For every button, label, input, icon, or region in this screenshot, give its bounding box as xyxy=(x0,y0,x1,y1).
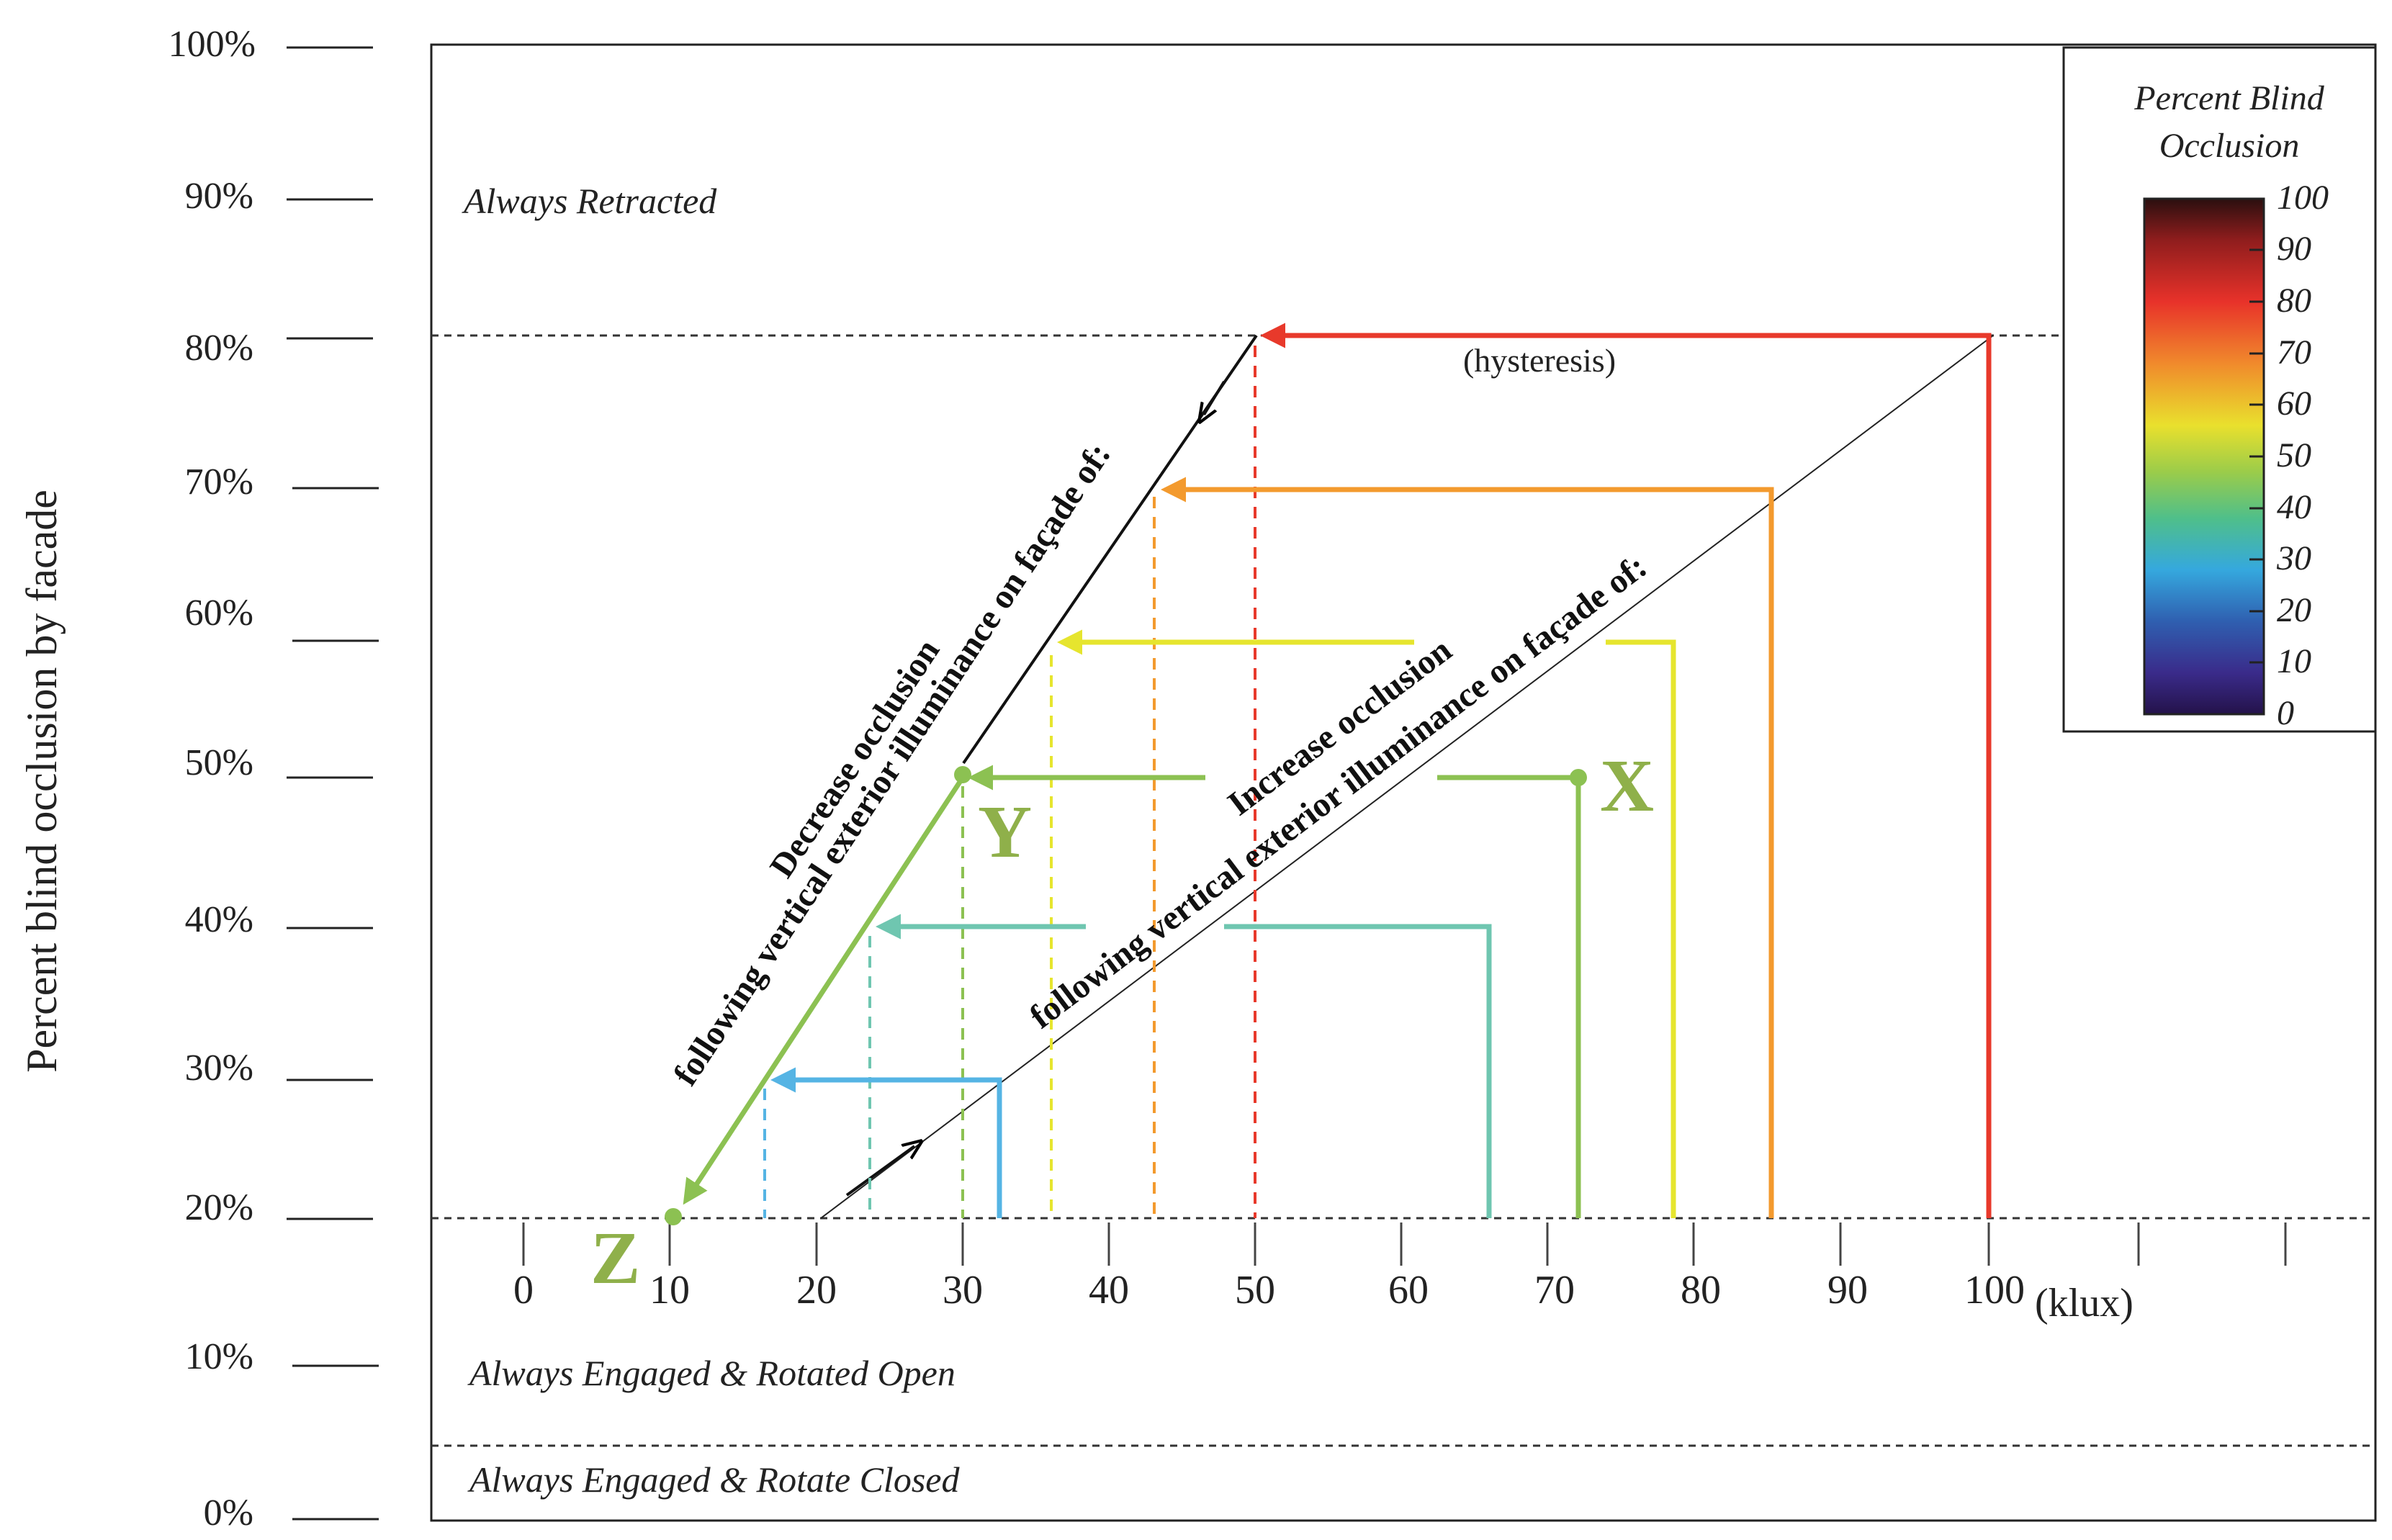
y-tick-label: 100% xyxy=(168,24,256,65)
point-z-label: Z xyxy=(590,1217,640,1300)
point-x-marker xyxy=(1570,769,1587,786)
increase-occlusion-subtitle: following vertical exterior illuminance … xyxy=(1022,547,1654,1036)
legend-tick-label: 60 xyxy=(2277,384,2311,423)
green-descent-path xyxy=(683,776,965,1205)
y-tick-label: 70% xyxy=(185,461,253,503)
point-z-marker xyxy=(665,1208,682,1225)
zone-always-retracted: Always Retracted xyxy=(462,181,717,221)
hysteresis-label: (hysteresis) xyxy=(1463,342,1616,379)
increase-direction-arrow xyxy=(845,1146,914,1197)
x-tick-label: 20 xyxy=(796,1268,837,1312)
x-tick-label: 10 xyxy=(649,1268,690,1312)
y-tick-label: 20% xyxy=(185,1187,253,1228)
yellow-path-right xyxy=(1606,639,1676,1218)
x-tick-label: 100 xyxy=(1964,1268,2025,1312)
x-tick-labels: 0 10 20 30 40 50 60 70 80 90 100 xyxy=(513,1268,2025,1312)
y-tick-label: 30% xyxy=(185,1048,253,1089)
y-tick-labels: 100% 90% 80% 70% 60% 50% 40% 30% 20% 10%… xyxy=(168,24,256,1534)
legend-tick-labels: 100 90 80 70 60 50 40 30 20 10 0 xyxy=(2276,179,2329,732)
x-tick-label: 80 xyxy=(1681,1268,1721,1312)
x-axis-ticks xyxy=(522,1222,2287,1266)
legend-tick-label: 20 xyxy=(2277,591,2311,629)
legend-tick-label: 0 xyxy=(2277,694,2294,732)
point-x-label: X xyxy=(1600,744,1654,827)
x-tick-label: 30 xyxy=(943,1268,983,1312)
decrease-direction-arrow xyxy=(1204,380,1226,415)
legend-tick-label: 80 xyxy=(2277,282,2311,320)
y-tick-label: 10% xyxy=(185,1336,253,1377)
x-tick-label: 60 xyxy=(1388,1268,1429,1312)
point-y-label: Y xyxy=(978,791,1032,873)
y-tick-label: 50% xyxy=(185,742,253,783)
y-tick-label: 0% xyxy=(204,1492,253,1534)
zone-engaged-closed: Always Engaged & Rotate Closed xyxy=(467,1459,960,1500)
green-path-right xyxy=(1437,775,1581,1218)
hysteresis-paths xyxy=(683,323,1992,1218)
x-tick-label: 0 xyxy=(513,1268,534,1312)
y-tick-label: 60% xyxy=(185,593,253,634)
y-axis-label: Percent blind occlusion by facade xyxy=(18,490,66,1073)
legend-tick-label: 10 xyxy=(2277,642,2311,680)
legend: Percent Blind Occlusion 100 90 80 70 60 … xyxy=(2062,46,2377,733)
point-y-marker xyxy=(954,766,971,783)
legend-color-bar xyxy=(2143,197,2265,716)
legend-tick-label: 40 xyxy=(2277,488,2311,526)
legend-tick-label: 30 xyxy=(2276,539,2311,577)
x-tick-label: 90 xyxy=(1827,1268,1868,1312)
x-tick-label: 50 xyxy=(1235,1268,1275,1312)
y-tick-label: 80% xyxy=(185,328,253,369)
legend-tick-label: 100 xyxy=(2277,179,2329,217)
y-tick-label: 40% xyxy=(185,899,253,940)
legend-tick-marks xyxy=(2249,197,2264,716)
increase-threshold-line xyxy=(820,335,1994,1219)
red-path xyxy=(1260,323,1992,1218)
blue-path xyxy=(770,1067,1002,1218)
x-tick-label: 70 xyxy=(1534,1268,1575,1312)
teal-path-right xyxy=(1224,924,1492,1218)
legend-tick-label: 50 xyxy=(2277,436,2311,474)
legend-tick-label: 70 xyxy=(2277,333,2311,372)
zone-engaged-open: Always Engaged & Rotated Open xyxy=(467,1353,956,1393)
legend-title-line2: Occlusion xyxy=(2159,127,2300,165)
legend-tick-label: 90 xyxy=(2277,230,2311,268)
legend-title-line1: Percent Blind xyxy=(2134,79,2324,117)
x-axis-unit: (klux) xyxy=(2035,1281,2134,1325)
y-axis-ticks xyxy=(287,46,379,1521)
x-tick-label: 40 xyxy=(1089,1268,1129,1312)
orange-path xyxy=(1161,477,1774,1218)
y-tick-label: 90% xyxy=(185,176,253,217)
diagram-frame xyxy=(430,43,2377,1522)
